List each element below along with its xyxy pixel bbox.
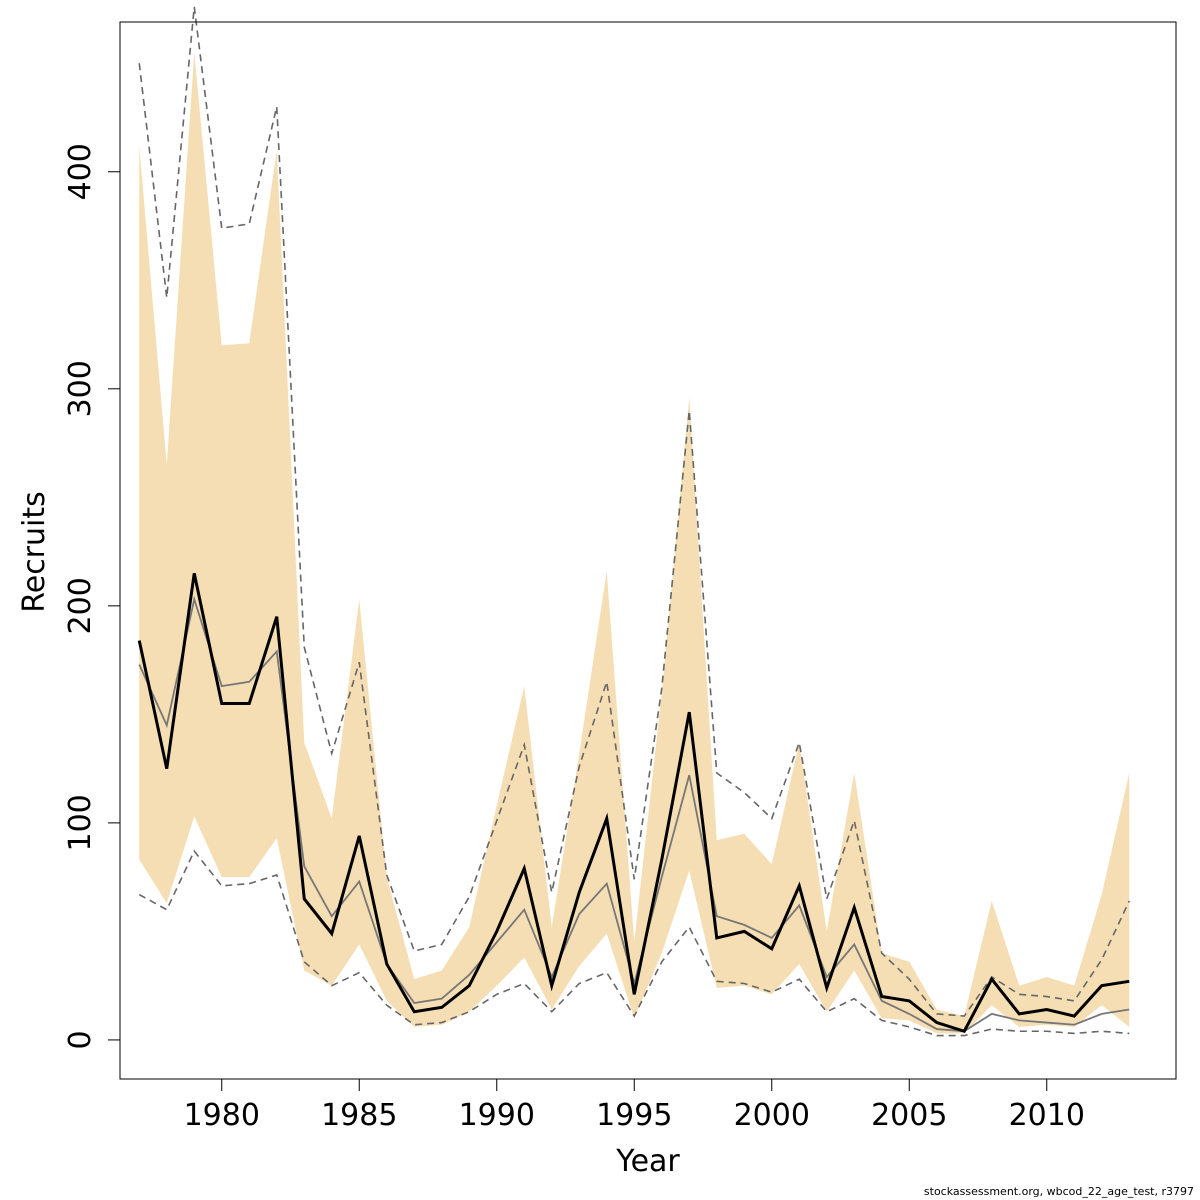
x-tick-label: 2005 [871, 1098, 947, 1133]
x-tick-label: 1980 [184, 1098, 260, 1133]
series-lines-layer [137, 6, 1130, 1037]
confidence-band [139, 52, 1130, 1034]
x-tick-label: 2010 [1009, 1098, 1085, 1133]
x-tick-label: 2000 [734, 1098, 810, 1133]
dashed-lower-line [138, 849, 1130, 1037]
x-axis-title: Year [615, 1144, 680, 1179]
y-tick-label: 400 [63, 143, 98, 200]
plot-frame [119, 21, 1177, 1080]
confidence-band-layer [139, 52, 1130, 1034]
dashed-upper-line [138, 6, 1130, 1017]
y-tick-label: 100 [63, 794, 98, 851]
y-axis: 0 100 200 300 400 [63, 143, 120, 1049]
y-axis-title: Recruits [17, 491, 52, 613]
x-tick-label: 1990 [459, 1098, 535, 1133]
y-tick-label: 200 [63, 577, 98, 634]
x-tick-label: 1985 [321, 1098, 397, 1133]
y-tick-label: 300 [63, 360, 98, 417]
footer-credit: stockassessment.org, wbcod_22_age_test, … [923, 1185, 1194, 1198]
main-estimate-line [137, 572, 1130, 1034]
x-tick-label: 1995 [596, 1098, 672, 1133]
x-axis: 1980 1985 1990 1995 2000 2005 2010 [184, 1079, 1085, 1133]
y-tick-label: 0 [63, 1030, 98, 1049]
